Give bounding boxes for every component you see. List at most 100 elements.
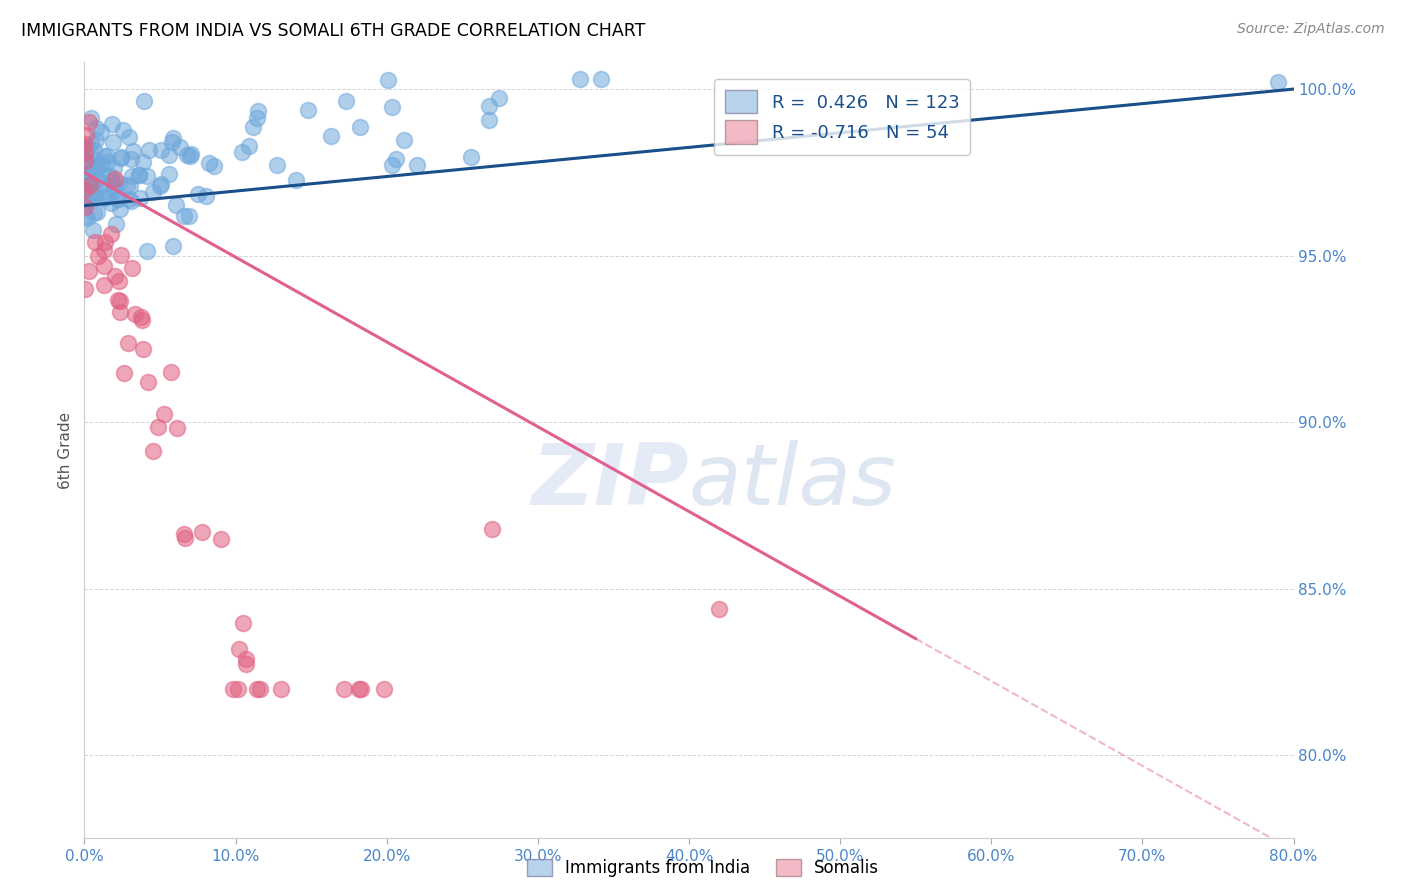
Point [285, 172, 308, 186]
Point [103, 135, 125, 149]
Legend: R =  0.426   N = 123, R = -0.716   N = 54: R = 0.426 N = 123, R = -0.716 N = 54 [714, 79, 970, 154]
Point [173, 209, 195, 223]
Point [568, 72, 591, 87]
Point [103, 179, 125, 194]
Point [75, 128, 97, 142]
Point [115, 178, 138, 192]
Point [249, 681, 271, 696]
Point [381, 100, 404, 114]
Point [110, 294, 132, 309]
Point [187, 187, 209, 202]
Point [173, 527, 195, 541]
Point [117, 130, 139, 145]
Point [93, 259, 115, 273]
Point [406, 158, 429, 172]
Point [73, 187, 96, 202]
Point [162, 239, 184, 253]
Point [176, 148, 198, 162]
Point [319, 128, 342, 143]
Point [150, 177, 173, 191]
Point [73, 160, 96, 174]
Point [73, 166, 96, 180]
Point [165, 198, 187, 212]
Point [93, 278, 115, 293]
Point [488, 91, 510, 105]
Point [349, 120, 371, 134]
Point [77, 114, 100, 128]
Point [347, 681, 370, 696]
Point [138, 144, 160, 158]
Point [297, 103, 319, 118]
Point [96, 149, 118, 163]
Point [117, 336, 139, 351]
Point [460, 150, 482, 164]
Point [235, 652, 257, 666]
Point [75, 200, 97, 214]
Point [75, 178, 97, 193]
Point [121, 169, 143, 183]
Point [79, 190, 101, 204]
Point [96, 189, 118, 203]
Point [150, 143, 173, 157]
Point [128, 168, 150, 182]
Point [100, 174, 122, 188]
Point [157, 168, 180, 182]
Point [228, 642, 250, 657]
Point [392, 133, 415, 147]
Point [84, 235, 107, 250]
Point [180, 147, 202, 161]
Point [76, 167, 98, 181]
Point [82, 223, 104, 237]
Point [157, 148, 180, 162]
Point [198, 155, 221, 169]
Point [76, 211, 98, 226]
Point [108, 305, 131, 319]
Point [160, 135, 183, 149]
Point [118, 192, 141, 206]
Point [131, 313, 153, 327]
Point [478, 99, 501, 113]
Text: ZIP: ZIP [531, 440, 689, 523]
Point [73, 282, 96, 296]
Point [107, 177, 129, 191]
Point [76, 179, 98, 194]
Point [75, 141, 97, 155]
Point [93, 235, 115, 250]
Legend: Immigrants from India, Somalis: Immigrants from India, Somalis [520, 852, 886, 884]
Point [83, 143, 105, 157]
Point [86, 204, 108, 219]
Point [108, 274, 131, 288]
Point [136, 244, 159, 258]
Point [232, 615, 254, 630]
Point [80, 111, 103, 125]
Point [350, 681, 373, 696]
Point [103, 161, 125, 176]
Point [82, 178, 104, 192]
Point [73, 209, 96, 223]
Text: atlas: atlas [689, 440, 897, 523]
Point [124, 307, 146, 321]
Point [100, 227, 122, 242]
Point [384, 152, 406, 166]
Point [86, 172, 108, 186]
Point [75, 153, 97, 168]
Point [84, 121, 107, 136]
Point [122, 145, 145, 159]
Point [75, 171, 97, 186]
Point [226, 681, 249, 696]
Point [209, 532, 232, 546]
Point [104, 217, 127, 231]
Point [373, 681, 395, 696]
Point [120, 153, 142, 167]
Text: IMMIGRANTS FROM INDIA VS SOMALI 6TH GRADE CORRELATION CHART: IMMIGRANTS FROM INDIA VS SOMALI 6TH GRAD… [21, 22, 645, 40]
Point [242, 120, 264, 135]
Point [246, 681, 269, 696]
Point [86, 186, 108, 200]
Point [333, 681, 356, 696]
Point [83, 153, 105, 167]
Point [270, 681, 292, 696]
Point [191, 524, 214, 539]
Point [169, 139, 191, 153]
Point [235, 657, 257, 672]
Point [110, 248, 132, 262]
